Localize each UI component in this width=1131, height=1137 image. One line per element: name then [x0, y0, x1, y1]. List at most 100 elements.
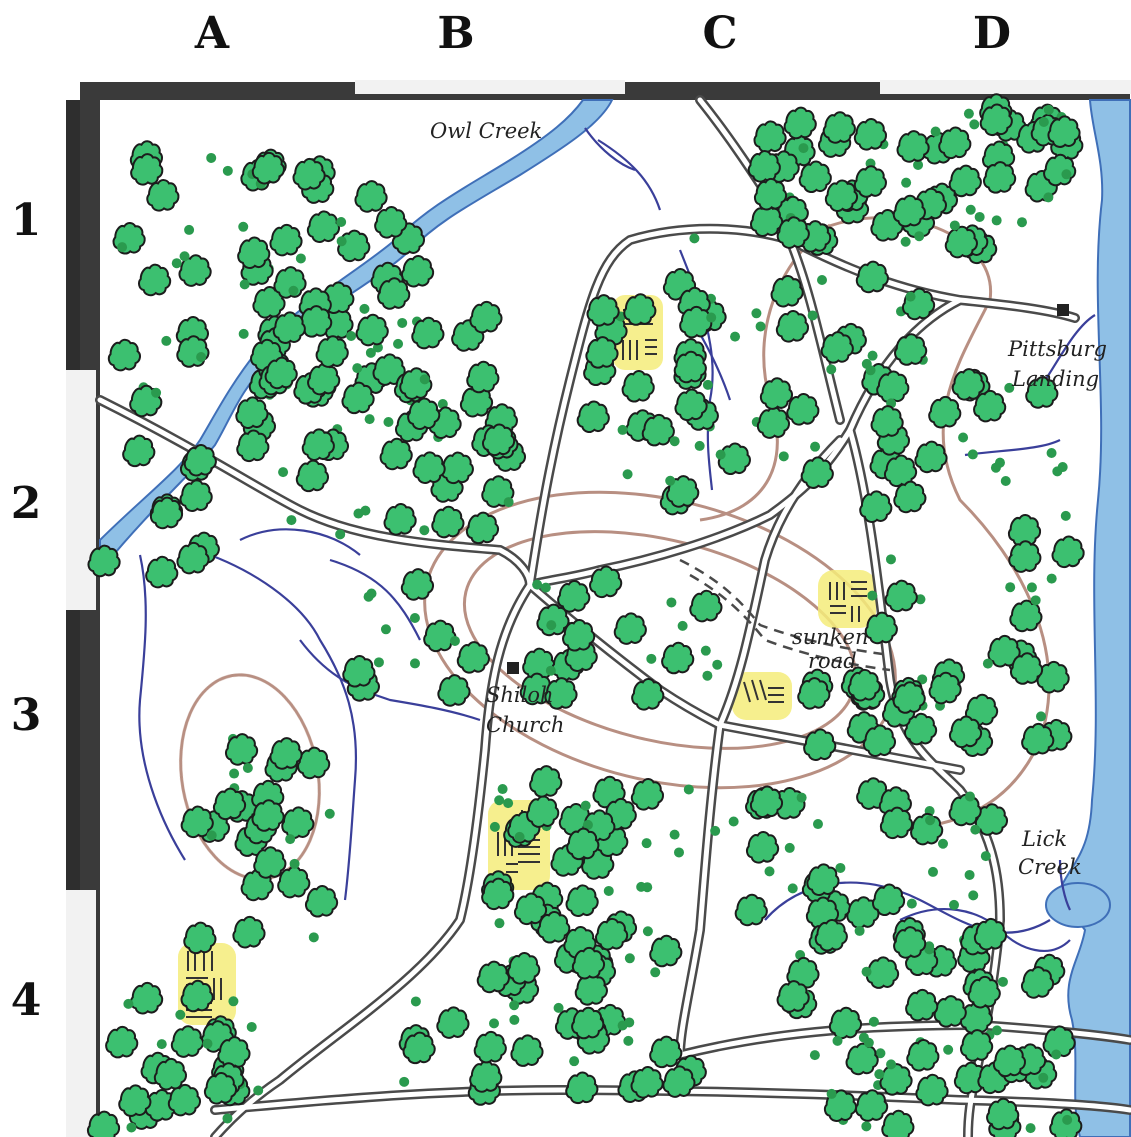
- tree-dot: [964, 869, 975, 880]
- tree-icon: [130, 981, 164, 1015]
- tree-icon: [272, 311, 306, 344]
- tree-icon: [948, 793, 982, 827]
- tree-dot: [930, 126, 941, 137]
- tree-icon: [354, 180, 388, 213]
- tree-dot: [764, 866, 775, 877]
- tree-dot: [580, 800, 591, 811]
- tree-icon: [915, 1073, 949, 1107]
- tree-icon: [400, 568, 434, 601]
- tree-icon: [379, 437, 413, 471]
- tree-dot: [980, 851, 991, 862]
- tree-dot: [673, 847, 684, 858]
- tree-dot: [242, 763, 253, 774]
- tree-dot: [1030, 595, 1041, 606]
- tree-dot: [901, 177, 912, 188]
- tree-dot: [308, 932, 319, 943]
- tree-icon: [374, 206, 408, 239]
- tree-icon: [466, 360, 500, 394]
- tree-dot: [1051, 1049, 1062, 1060]
- tree-dot: [796, 792, 807, 803]
- tree-dot: [925, 815, 936, 826]
- tree-dot: [968, 890, 979, 901]
- tree-dot: [222, 1113, 233, 1124]
- tree-icon: [673, 350, 707, 384]
- tree-icon: [1051, 535, 1085, 569]
- tree-icon: [630, 778, 664, 811]
- tree-icon: [355, 313, 389, 347]
- tree-dot: [393, 338, 404, 349]
- tree-dot: [1038, 117, 1049, 128]
- rivers: [99, 99, 1131, 1137]
- tree-dot: [1062, 1114, 1073, 1125]
- column-label-b: B: [437, 8, 475, 59]
- tree-icon: [824, 179, 859, 212]
- shiloh-church-marker: [507, 662, 519, 674]
- tree-dot: [289, 858, 300, 869]
- tree-icon: [770, 274, 804, 308]
- tree-icon: [621, 369, 655, 403]
- tree-dot: [778, 451, 789, 462]
- tree-icon: [456, 641, 490, 674]
- tree-dot: [324, 808, 335, 819]
- tree-icon: [959, 1001, 993, 1034]
- tree-icon: [847, 668, 881, 702]
- tree-dot: [336, 217, 347, 228]
- tree-icon: [661, 641, 695, 675]
- tree-icon: [383, 503, 417, 536]
- tree-icon: [1047, 115, 1081, 148]
- tree-icon: [1043, 153, 1077, 187]
- tree-dot: [1000, 476, 1011, 487]
- tree-icon: [845, 1042, 879, 1076]
- tree-icon: [306, 210, 341, 243]
- tree-icon: [630, 1066, 664, 1099]
- tree-dot: [514, 831, 525, 842]
- tree-icon: [507, 952, 541, 985]
- tree-icon: [928, 395, 962, 429]
- tree-dot: [410, 996, 421, 1007]
- tree-icon: [820, 331, 854, 364]
- lick-creek-label-line2: Creek: [1018, 855, 1082, 879]
- tree-icon: [179, 479, 213, 512]
- tree-icon: [232, 915, 266, 949]
- tree-icon: [800, 456, 834, 489]
- tree-dot: [171, 258, 182, 269]
- tree-dot: [364, 414, 375, 425]
- row-label-3: 3: [10, 690, 42, 741]
- tree-dot: [832, 1035, 843, 1046]
- tree-icon: [776, 216, 810, 249]
- tree-dot: [494, 918, 505, 929]
- tree-icon: [613, 612, 647, 645]
- tree-icon: [797, 677, 831, 710]
- tree-dot: [1061, 169, 1072, 180]
- tree-dot: [885, 554, 896, 565]
- tree-dot: [943, 1044, 954, 1055]
- tree-icon: [803, 728, 837, 761]
- tree-icon: [786, 393, 820, 426]
- tree-dot: [489, 821, 500, 832]
- tree-dot: [913, 159, 924, 170]
- tree-dot: [419, 525, 430, 536]
- tree-icon: [1036, 660, 1070, 694]
- tree-dot: [206, 830, 217, 841]
- tree-icon: [666, 475, 700, 508]
- tree-icon: [217, 1036, 251, 1069]
- woods: [86, 93, 1085, 1137]
- tree-dot: [906, 898, 917, 909]
- tree-dot: [509, 1000, 520, 1011]
- tree-dot: [532, 579, 543, 590]
- tree-icon: [775, 310, 810, 343]
- tree-icon: [476, 960, 510, 994]
- tree-icon: [747, 150, 781, 183]
- tree-dot: [346, 330, 357, 341]
- tree-dot: [553, 1002, 564, 1013]
- tree-dot: [784, 842, 795, 853]
- tree-dot: [861, 1121, 872, 1132]
- tree-dot: [665, 475, 676, 486]
- tree-dot: [352, 363, 363, 374]
- tree-dot: [867, 350, 878, 361]
- tree-dot: [494, 795, 505, 806]
- tree-dot: [798, 143, 809, 154]
- tree-dot: [835, 862, 846, 873]
- tree-icon: [938, 126, 972, 160]
- tree-dot: [994, 457, 1005, 468]
